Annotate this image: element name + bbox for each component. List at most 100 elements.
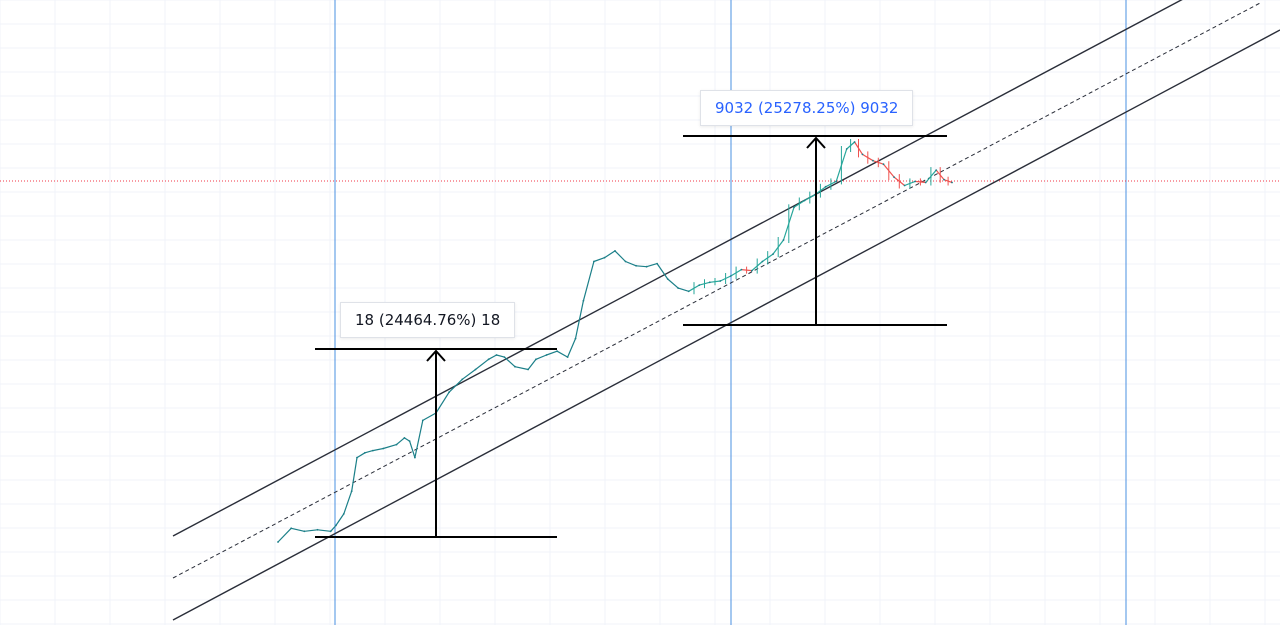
- price-point: [793, 206, 795, 209]
- price-point: [582, 299, 585, 302]
- price-point: [719, 280, 722, 282]
- price-point: [740, 268, 743, 271]
- price-point: [861, 153, 864, 156]
- price-point: [461, 378, 464, 381]
- price-point: [487, 358, 490, 361]
- price-point: [342, 513, 345, 515]
- price-segment: [678, 287, 689, 292]
- price-point: [935, 169, 938, 172]
- price-point: [943, 178, 945, 181]
- price-point: [666, 278, 669, 280]
- price-point: [574, 337, 577, 340]
- price-point: [845, 148, 848, 150]
- price-point: [893, 176, 895, 179]
- price-point: [414, 456, 416, 459]
- price-segment: [335, 513, 345, 526]
- price-point: [421, 419, 424, 422]
- price-segment: [409, 440, 416, 458]
- price-point: [782, 239, 785, 241]
- price-point: [403, 437, 406, 439]
- price-segment: [574, 300, 584, 339]
- price-segment: [404, 437, 410, 442]
- price-range-measure-2: [683, 135, 947, 326]
- price-point: [535, 358, 537, 361]
- price-point: [503, 356, 506, 358]
- price-segment: [304, 529, 318, 532]
- price-segment: [291, 527, 305, 532]
- price-point: [882, 163, 885, 166]
- price-point: [656, 262, 658, 265]
- price-point: [751, 269, 753, 272]
- price-point: [356, 456, 358, 459]
- price-point: [614, 250, 616, 252]
- price-segment: [593, 257, 605, 263]
- price-point: [698, 284, 701, 286]
- price-segment: [414, 420, 424, 458]
- price-point: [635, 264, 637, 267]
- price-segment: [546, 350, 558, 356]
- price-range-measure-1: [315, 348, 557, 538]
- price-point: [350, 490, 353, 492]
- price-segment: [582, 261, 595, 301]
- price-segment: [475, 358, 489, 370]
- price-point: [708, 281, 711, 284]
- price-segment: [488, 354, 497, 360]
- price-segment: [356, 452, 366, 459]
- price-point: [624, 260, 627, 263]
- price-point: [803, 199, 806, 202]
- price-point: [448, 391, 450, 394]
- price-point: [277, 541, 279, 543]
- price-segment: [556, 350, 568, 358]
- price-point: [872, 159, 874, 162]
- price-point: [382, 447, 385, 450]
- price-point: [645, 265, 648, 268]
- price-point: [772, 253, 774, 256]
- price-segment: [383, 444, 397, 450]
- price-point: [545, 354, 548, 356]
- price-point: [527, 368, 529, 371]
- price-point: [593, 260, 595, 263]
- price-segment: [435, 391, 450, 414]
- measure-label-2[interactable]: 9032 (25278.25%) 9032: [700, 90, 914, 126]
- channel-middle-line: [172, 1, 1263, 579]
- price-segment: [535, 354, 547, 360]
- price-point: [835, 180, 838, 183]
- price-point: [395, 443, 398, 446]
- price-segment: [396, 437, 405, 446]
- price-segment: [514, 366, 529, 371]
- price-segment: [461, 369, 476, 380]
- price-segment: [567, 338, 577, 358]
- measure-arrow-head-icon: [426, 349, 446, 362]
- price-range-measures[interactable]: [315, 135, 947, 538]
- price-segment: [343, 490, 353, 515]
- price-segment: [667, 278, 679, 289]
- price-point: [951, 181, 953, 184]
- measure-label-1[interactable]: 18 (24464.76%) 18: [340, 302, 516, 338]
- price-segment: [422, 412, 437, 421]
- price-segment: [604, 250, 616, 259]
- price-point: [687, 290, 690, 293]
- price-series: [277, 139, 953, 543]
- price-point: [566, 356, 569, 358]
- price-point: [824, 185, 827, 188]
- price-point: [408, 440, 411, 442]
- price-point: [474, 368, 477, 371]
- price-point: [677, 287, 680, 289]
- price-segment: [527, 358, 537, 370]
- price-point: [729, 275, 732, 277]
- price-point: [603, 256, 606, 259]
- price-segment: [372, 447, 384, 452]
- price-segment: [614, 250, 626, 262]
- price-point: [335, 524, 337, 527]
- price-point: [303, 530, 306, 533]
- price-segment: [496, 354, 505, 358]
- price-point: [290, 527, 293, 530]
- price-segment: [317, 529, 331, 532]
- price-segment: [448, 378, 463, 393]
- price-segment: [646, 263, 658, 268]
- price-segment: [330, 525, 337, 532]
- price-point: [903, 184, 906, 187]
- price-point: [761, 260, 764, 263]
